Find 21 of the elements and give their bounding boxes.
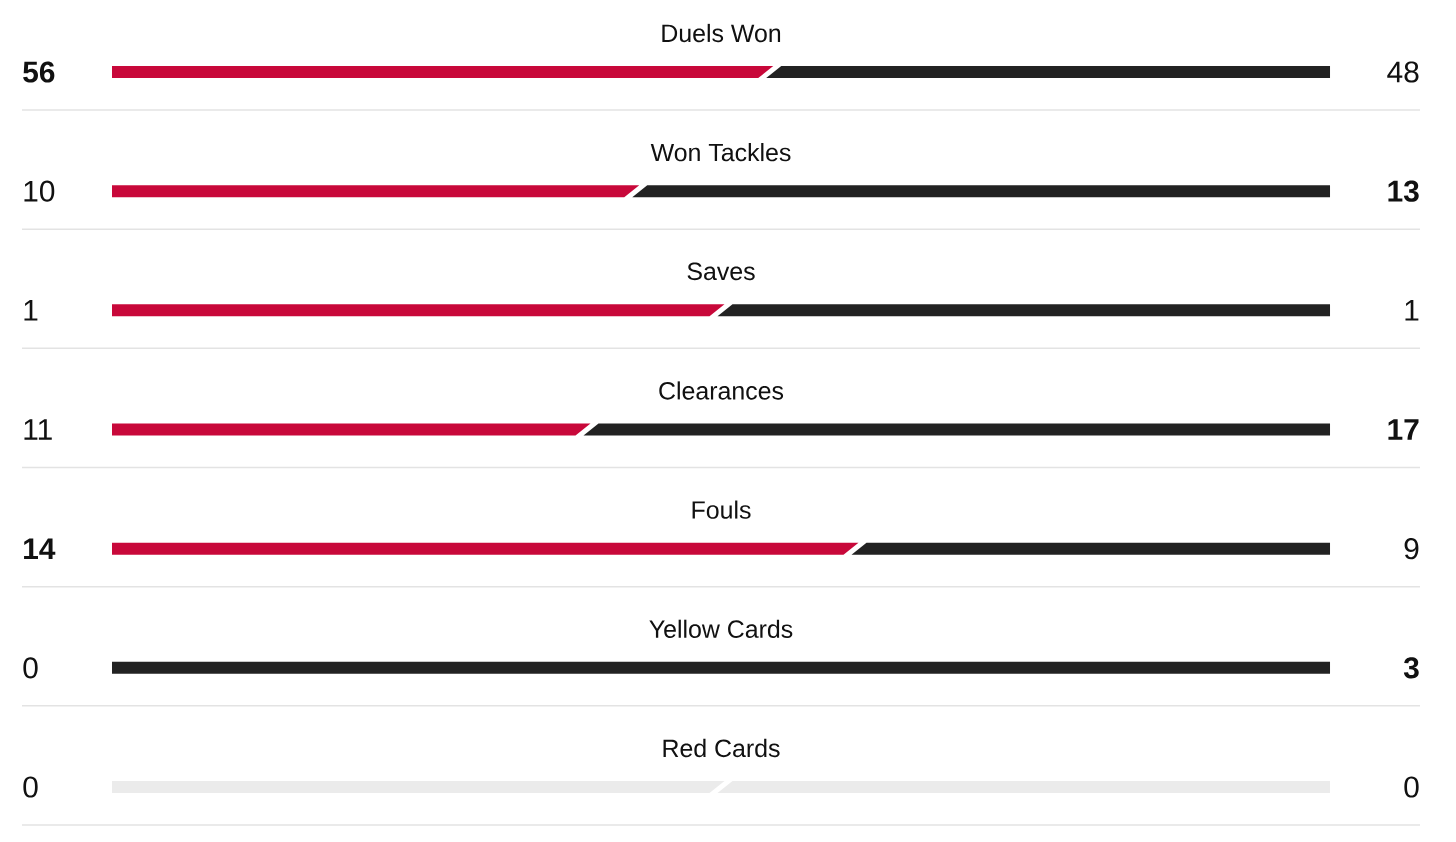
text: 14 bbox=[24, 538, 56, 559]
y-tick-label: Won Tackles bbox=[650, 143, 791, 162]
text: 3 bbox=[1403, 657, 1419, 679]
text: 0 bbox=[23, 657, 38, 679]
y-tick-label: Clearances bbox=[659, 381, 784, 400]
text: 0 bbox=[23, 776, 38, 798]
text: 0 bbox=[1404, 776, 1419, 798]
text: 1 bbox=[24, 300, 38, 321]
text: 10 bbox=[24, 180, 55, 202]
y-tick-label: Duels Won bbox=[662, 23, 781, 43]
text: 1 bbox=[1405, 300, 1419, 321]
y-tick-label: Fouls bbox=[692, 500, 751, 519]
y-tick-label: Red Cards bbox=[663, 738, 780, 758]
text: 11 bbox=[24, 419, 52, 440]
y-tick-label: Yellow Cards bbox=[649, 619, 793, 638]
y-tick-label: Saves bbox=[687, 262, 755, 281]
text: 48 bbox=[1387, 61, 1419, 83]
text: 56 bbox=[23, 61, 55, 83]
text: 13 bbox=[1388, 180, 1419, 202]
text: 17 bbox=[1388, 419, 1419, 440]
text: 9 bbox=[1404, 538, 1419, 560]
